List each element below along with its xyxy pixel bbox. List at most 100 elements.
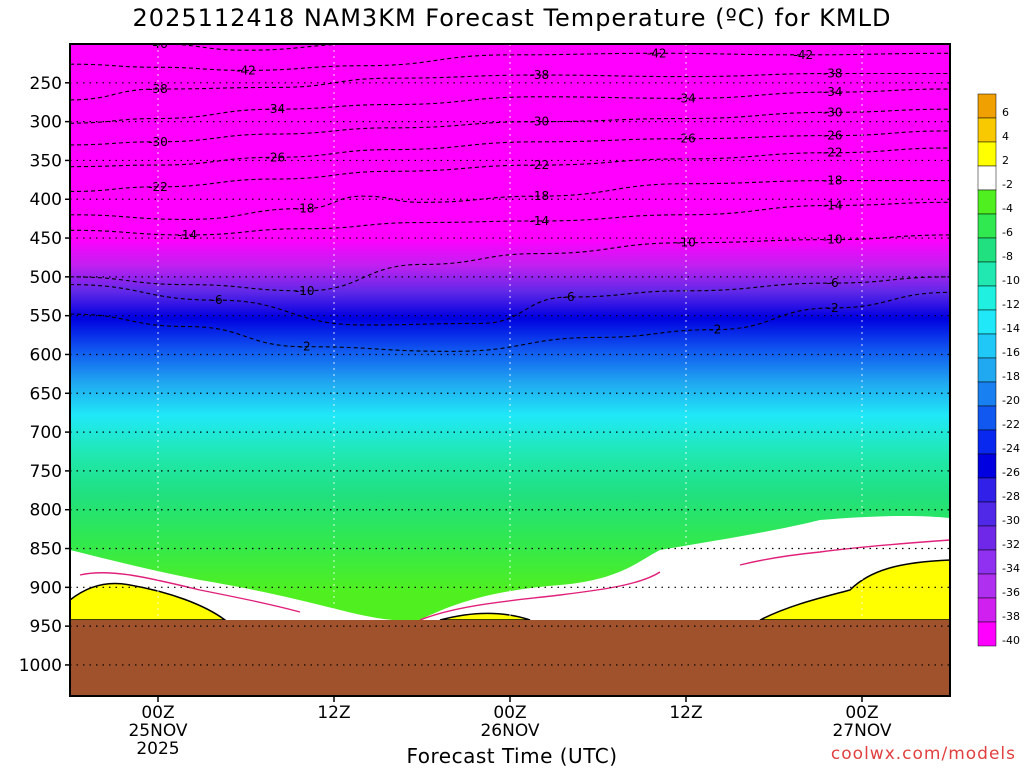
isotherm-label-bg [789, 7, 817, 21]
freezing-line [79, 539, 950, 621]
colorbar-label: -4 [1002, 202, 1013, 215]
colorbar-swatch [977, 525, 997, 551]
above-freezing-region-left [70, 582, 228, 621]
isotherm-label: -34 [266, 102, 286, 116]
isotherm-label: -42 [794, 48, 814, 62]
colorbar-label: -24 [1002, 442, 1020, 455]
colorbar-swatch [977, 261, 997, 287]
y-tick-label: 800 [30, 501, 62, 521]
colorbar-label: -14 [1002, 322, 1020, 335]
colorbar-label: -10 [1002, 274, 1020, 287]
isotherm-line [70, 234, 950, 292]
y-tick-label: 250 [30, 74, 62, 94]
isotherm-line [70, 11, 950, 30]
isotherm-label: -14 [530, 214, 550, 228]
x-axis-title: Forecast Time (UTC) [406, 744, 618, 768]
isotherm-line [70, 147, 950, 193]
isotherm-label: -50 [647, 4, 667, 18]
isotherm-line [70, 276, 950, 326]
isotherm-label: -10 [295, 284, 315, 298]
colorbar-swatch [977, 333, 997, 359]
isotherm-label: -50 [794, 8, 814, 22]
colorbar-label: -26 [1002, 466, 1020, 479]
isotherm-label: -38 [530, 68, 550, 82]
y-tick-label: 1000 [19, 656, 62, 676]
y-tick-label: 750 [30, 462, 62, 482]
x-tick-label: 12Z [669, 703, 702, 723]
colorbar-swatch [977, 189, 997, 215]
colorbar-swatch [977, 213, 997, 239]
y-tick-label: 350 [30, 151, 62, 171]
colorbar-swatch [977, 429, 997, 455]
colorbar-label: 4 [1002, 130, 1009, 143]
isotherm-label: -6 [563, 290, 575, 304]
y-tick-label: 850 [30, 540, 62, 560]
colorbar-swatch [977, 357, 997, 383]
isotherm-label-bg [643, 3, 671, 17]
y-tick-label: 500 [30, 268, 62, 288]
colorbar-label: -12 [1002, 298, 1020, 311]
isotherm-contours [70, 11, 950, 352]
colorbar-label: -34 [1002, 562, 1020, 575]
colorbar-swatch [977, 573, 997, 599]
isotherm-label: -50 [236, 23, 256, 37]
colorbar-swatch [977, 501, 997, 527]
colorbar-swatch [977, 237, 997, 263]
colorbar-swatch [977, 165, 997, 191]
isotherm-labels: -62-62-62-58-58-58-54-54-54-50-50-50-46-… [148, 3, 843, 354]
x-tick-label: 12Z [317, 703, 350, 723]
colorbar-label: -16 [1002, 346, 1020, 359]
isotherm-label: -18 [530, 189, 550, 203]
isotherm-line [70, 291, 950, 352]
isotherm-label: -6 [211, 293, 223, 307]
x-tick-sublabel: 25NOV [128, 721, 187, 741]
isotherm-label: -26 [676, 132, 696, 146]
colorbar-swatch [977, 285, 997, 311]
colorbar-label: -32 [1002, 538, 1020, 551]
colorbar-label: -8 [1002, 250, 1013, 263]
colorbar-swatch [977, 405, 997, 431]
isotherm-label: -22 [823, 146, 843, 160]
isotherm-label: -42 [236, 63, 256, 77]
near-freezing-region [70, 515, 950, 621]
colorbar-label: -2 [1002, 178, 1013, 191]
y-tick-label: 700 [30, 423, 62, 443]
isotherm-label: -34 [823, 85, 843, 99]
isotherm-label: -2 [299, 340, 311, 354]
colorbar-swatch [977, 381, 997, 407]
x-tick-sublabel: 26NOV [480, 721, 539, 741]
x-tick-label: 00Z [141, 703, 174, 723]
isotherm-line [70, 201, 950, 236]
above-freezing-region-mid [439, 612, 531, 621]
isotherm-label: -38 [148, 82, 168, 96]
isotherm-label: -46 [794, 29, 814, 43]
isotherm-label: -22 [148, 180, 168, 194]
isotherm-label: -46 [500, 29, 520, 43]
y-tick-label: 450 [30, 229, 62, 249]
source-credit: coolwx.com/models [830, 744, 1016, 764]
isotherm-label-bg [496, 28, 524, 42]
isotherm-label: -26 [266, 150, 286, 164]
y-axis: 250 300 350 400 450 500 550 600 650 700 750 800 850 9… [19, 74, 70, 676]
colorbar-label: -40 [1002, 634, 1020, 647]
isotherm-label: -26 [823, 129, 843, 143]
isotherm-label: -18 [823, 174, 843, 188]
y-tick-label: 550 [30, 307, 62, 327]
chart-title: 2025112418 NAM3KM Forecast Temperature (… [132, 4, 892, 32]
x-tick-label: 00Z [493, 703, 526, 723]
isotherm-label: -18 [295, 202, 315, 216]
colorbar-swatch [977, 93, 997, 119]
grid-lines [70, 44, 950, 696]
isotherm-label: -38 [823, 66, 843, 80]
y-tick-label: 900 [30, 578, 62, 598]
colorbar-label: -38 [1002, 610, 1020, 623]
isotherm-label: -22 [530, 158, 550, 172]
isotherm-label: -2 [827, 301, 839, 315]
colorbar-swatch [977, 597, 997, 623]
isotherm-label: -14 [178, 228, 198, 242]
colorbar-label: -36 [1002, 586, 1020, 599]
y-tick-label: 300 [30, 113, 62, 133]
colorbar-label: -22 [1002, 418, 1020, 431]
